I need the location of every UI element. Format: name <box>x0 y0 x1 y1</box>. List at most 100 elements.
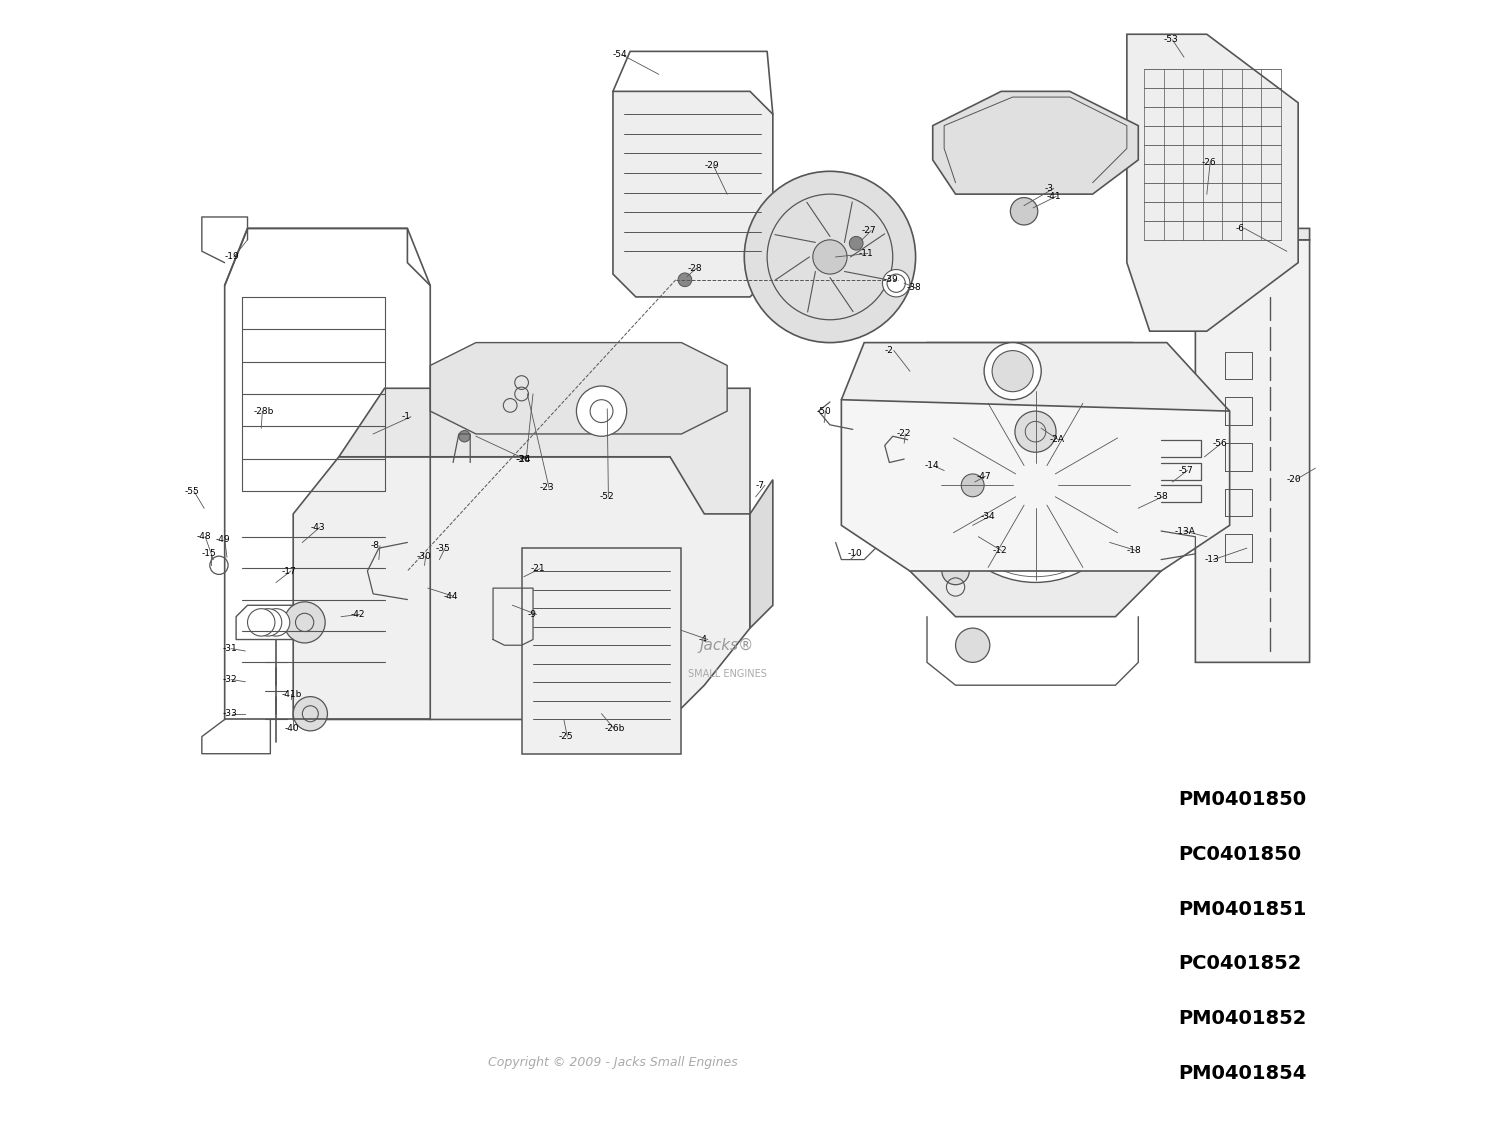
Circle shape <box>292 697 327 731</box>
Text: -29: -29 <box>705 161 718 170</box>
Circle shape <box>813 240 847 274</box>
Circle shape <box>1016 411 1056 452</box>
Circle shape <box>882 270 910 297</box>
Polygon shape <box>933 91 1138 194</box>
Text: -20: -20 <box>1287 475 1302 484</box>
Text: -49: -49 <box>216 534 229 544</box>
Polygon shape <box>1126 34 1298 331</box>
Text: -24: -24 <box>518 455 531 464</box>
Polygon shape <box>292 457 750 719</box>
Text: -41b: -41b <box>282 690 302 699</box>
Polygon shape <box>1196 240 1310 662</box>
Text: -33: -33 <box>222 709 237 718</box>
Text: Jacks®: Jacks® <box>700 637 754 653</box>
Text: -13: -13 <box>1204 555 1219 564</box>
Text: -56: -56 <box>1212 439 1227 448</box>
Text: -57: -57 <box>1179 466 1192 475</box>
Circle shape <box>262 609 290 636</box>
Text: -7: -7 <box>756 481 765 490</box>
Text: -10: -10 <box>847 549 862 558</box>
Text: -43: -43 <box>310 523 326 532</box>
Text: PM0401854: PM0401854 <box>1179 1064 1306 1083</box>
Circle shape <box>576 386 627 436</box>
Circle shape <box>939 388 1132 582</box>
Text: Copyright © 2009 - Jacks Small Engines: Copyright © 2009 - Jacks Small Engines <box>488 1055 738 1069</box>
Text: -30: -30 <box>417 552 432 561</box>
Text: -21: -21 <box>531 564 546 573</box>
Text: -40: -40 <box>284 724 298 733</box>
Text: -18: -18 <box>1126 546 1142 555</box>
Text: -12: -12 <box>992 546 1006 555</box>
Polygon shape <box>910 354 1161 617</box>
Text: -28: -28 <box>687 264 702 273</box>
Polygon shape <box>750 480 772 628</box>
Polygon shape <box>339 388 750 514</box>
Text: -36: -36 <box>516 455 531 464</box>
Circle shape <box>942 557 969 585</box>
Text: -13A: -13A <box>1174 526 1196 536</box>
Text: -52: -52 <box>600 492 613 501</box>
Circle shape <box>284 602 326 643</box>
Text: -34: -34 <box>981 512 996 521</box>
Text: -31: -31 <box>222 644 237 653</box>
Text: -19: -19 <box>225 252 240 262</box>
Circle shape <box>459 431 470 442</box>
Text: -23: -23 <box>540 483 555 492</box>
Polygon shape <box>910 343 1161 400</box>
Text: -14: -14 <box>924 461 939 471</box>
Text: -26: -26 <box>1202 158 1215 167</box>
Text: -22: -22 <box>896 429 910 439</box>
Text: -47: -47 <box>976 472 990 481</box>
Polygon shape <box>842 354 1230 571</box>
Text: -26b: -26b <box>604 724 625 733</box>
Circle shape <box>1011 198 1038 225</box>
Text: -15: -15 <box>202 549 216 558</box>
Text: -39: -39 <box>884 275 898 284</box>
Circle shape <box>956 628 990 662</box>
Text: -53: -53 <box>1164 35 1178 45</box>
Polygon shape <box>522 548 681 754</box>
Polygon shape <box>430 343 728 434</box>
Text: -2: -2 <box>885 346 894 355</box>
Text: -35: -35 <box>436 544 450 553</box>
Text: -50: -50 <box>816 407 831 416</box>
Text: -55: -55 <box>184 486 200 496</box>
Circle shape <box>849 236 862 250</box>
Text: -9: -9 <box>528 610 537 619</box>
Text: -17: -17 <box>282 566 297 576</box>
Circle shape <box>984 343 1041 400</box>
Text: -25: -25 <box>558 732 573 741</box>
Text: SMALL ENGINES: SMALL ENGINES <box>687 669 766 678</box>
Text: -42: -42 <box>351 610 364 619</box>
Text: -6: -6 <box>1236 224 1245 233</box>
Circle shape <box>678 273 692 287</box>
Text: -41: -41 <box>1047 192 1062 201</box>
Circle shape <box>992 351 1033 392</box>
Text: PM0401852: PM0401852 <box>1179 1010 1306 1028</box>
Text: -32: -32 <box>222 675 237 684</box>
Text: -27: -27 <box>862 226 876 235</box>
Circle shape <box>886 274 906 292</box>
Text: -8: -8 <box>370 541 380 550</box>
Text: -4: -4 <box>699 635 708 644</box>
Circle shape <box>255 609 282 636</box>
Text: -38: -38 <box>906 283 921 292</box>
Text: -48: -48 <box>196 532 211 541</box>
Text: -44: -44 <box>444 592 459 601</box>
Polygon shape <box>1196 228 1310 286</box>
Polygon shape <box>842 343 1230 411</box>
Text: -54: -54 <box>614 50 627 59</box>
Text: -28b: -28b <box>254 407 273 416</box>
Text: -11: -11 <box>858 249 873 258</box>
Text: -1: -1 <box>402 412 411 421</box>
Text: PC0401852: PC0401852 <box>1179 955 1302 973</box>
Circle shape <box>248 609 274 636</box>
Polygon shape <box>614 91 772 297</box>
Circle shape <box>744 171 915 343</box>
Text: -2A: -2A <box>1048 435 1064 444</box>
Circle shape <box>962 474 984 497</box>
Text: PM0401850: PM0401850 <box>1179 790 1306 809</box>
Text: -58: -58 <box>1154 492 1168 501</box>
Text: PM0401851: PM0401851 <box>1179 900 1306 918</box>
Text: -3: -3 <box>1044 184 1053 193</box>
